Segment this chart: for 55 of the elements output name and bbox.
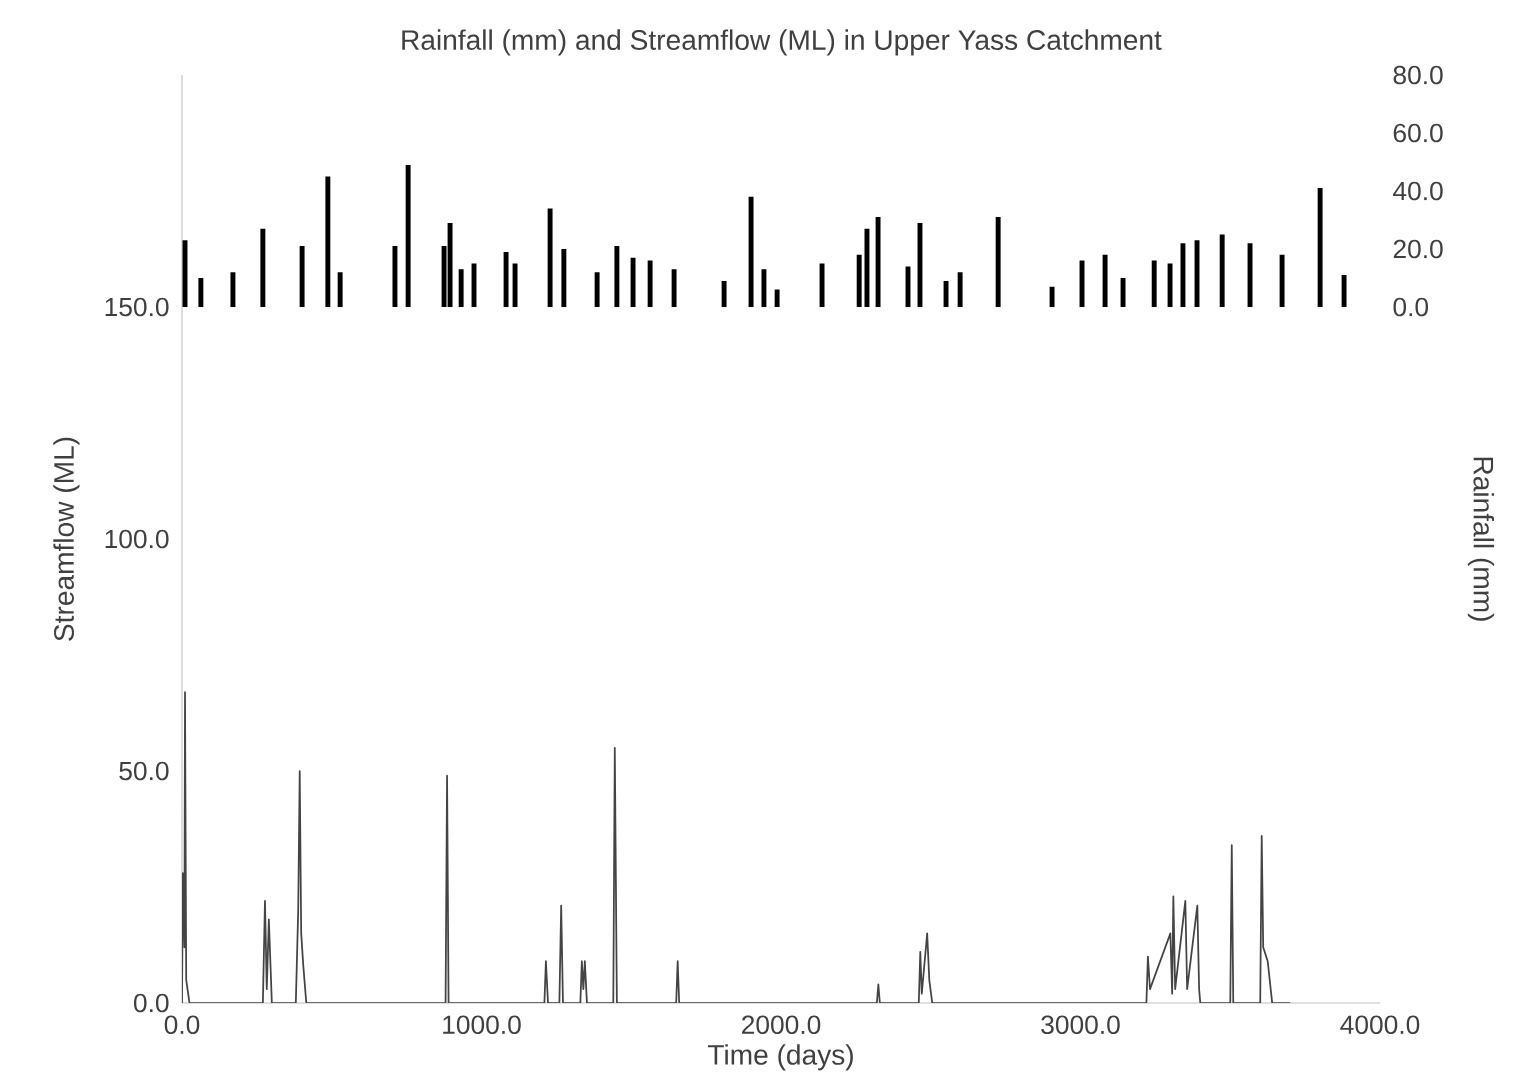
bar (1279, 254, 1285, 308)
x-axis-title: Time (days) (707, 1044, 853, 1071)
bar (614, 246, 620, 308)
y2-tick-label: 40.0 (1393, 181, 1443, 201)
bar (630, 257, 636, 308)
y-tick-label: 100.0 (105, 529, 169, 549)
bar (503, 251, 509, 308)
bar (260, 228, 266, 308)
bar (1102, 254, 1108, 308)
chart-title: Rainfall (mm) and Streamflow (ML) in Upper Yass Catchment (402, 29, 1162, 56)
y2-axis-title: Rainfall (mm) (1467, 457, 1495, 621)
x-tick-label: 2000.0 (742, 1015, 821, 1035)
bar (458, 269, 464, 308)
y2-tick-label: 80.0 (1393, 65, 1443, 85)
bar (774, 289, 780, 308)
bar (1151, 260, 1157, 308)
bar (957, 272, 963, 308)
bar (647, 260, 653, 308)
bar (198, 278, 204, 308)
bar (512, 263, 518, 308)
bar (1219, 234, 1225, 308)
bar (856, 254, 862, 308)
bar (1341, 275, 1347, 308)
line-series (182, 691, 1292, 1004)
bar (405, 164, 411, 308)
y-tick-label: 50.0 (119, 761, 169, 781)
bar (299, 246, 305, 308)
y-tick-label: 150.0 (105, 297, 169, 317)
bar (392, 246, 398, 308)
bar (1180, 243, 1186, 308)
y2-tick-label: 0.0 (1393, 297, 1429, 317)
bar (325, 176, 331, 308)
bar (230, 272, 236, 308)
bar (748, 196, 754, 308)
bar (875, 217, 881, 308)
bar (561, 249, 567, 308)
x-tick-label: 0.0 (164, 1015, 200, 1035)
bar (761, 269, 767, 308)
x-tick-label: 4000.0 (1340, 1015, 1420, 1035)
bar (337, 272, 343, 308)
bar (1049, 286, 1055, 308)
bar (1317, 188, 1323, 308)
bar (995, 217, 1001, 308)
y-axis-title: Streamflow (ML) (53, 437, 80, 641)
bar (671, 269, 677, 308)
bar (594, 272, 600, 308)
bar (721, 280, 727, 308)
y-tick-label: 0.0 (133, 993, 169, 1013)
bar (547, 208, 553, 308)
y2-tick-label: 60.0 (1393, 123, 1443, 143)
bar (1167, 263, 1173, 308)
y2-tick-label: 20.0 (1393, 239, 1443, 259)
x-tick-label: 3000.0 (1041, 1015, 1120, 1035)
x-tick-label: 1000.0 (443, 1015, 521, 1035)
bar (1120, 278, 1126, 308)
